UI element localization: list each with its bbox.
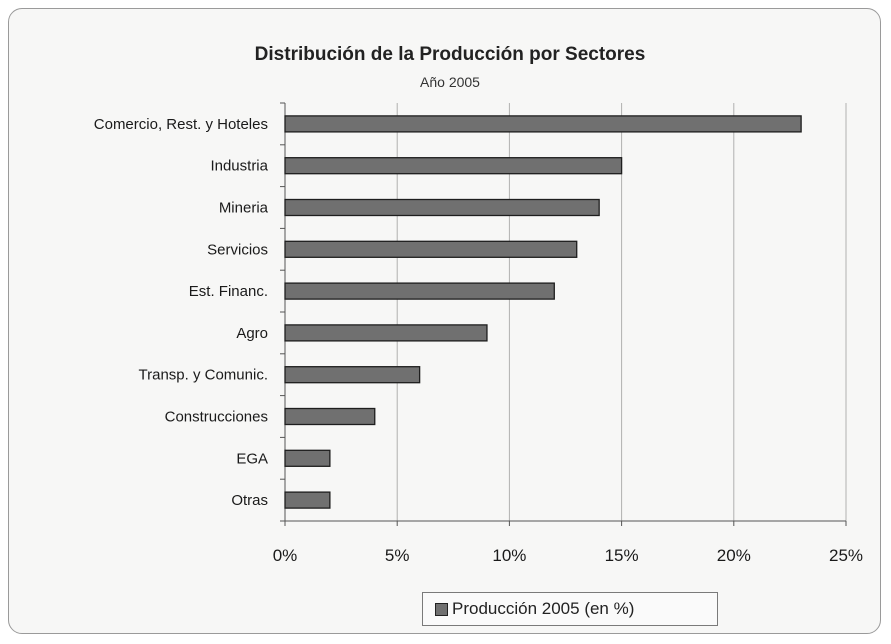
bar: [284, 366, 421, 384]
bar: [284, 240, 578, 258]
x-tick-label: 15%: [605, 546, 639, 565]
category-label: Construcciones: [165, 409, 268, 426]
x-tick-label: 10%: [492, 546, 526, 565]
category-label: Otras: [231, 492, 268, 509]
legend-swatch: [435, 602, 448, 616]
category-label: Industria: [210, 158, 268, 175]
category-label: Est. Financ.: [189, 283, 268, 300]
bar: [284, 282, 555, 300]
x-tick-label: 25%: [829, 546, 863, 565]
chart-title: Distribución de la Producción por Sector…: [254, 44, 646, 65]
category-label: Mineria: [219, 200, 269, 217]
bar: [284, 324, 488, 342]
chart-subtitle: Año 2005: [420, 74, 480, 90]
x-tick-label: 5%: [385, 546, 410, 565]
category-label: Comercio, Rest. y Hoteles: [94, 116, 268, 133]
bar: [284, 491, 331, 509]
x-tick-label: 0%: [273, 546, 298, 565]
bar: [284, 115, 802, 133]
legend-label: Producción 2005 (en %): [452, 599, 635, 618]
bar: [284, 449, 331, 467]
category-label: Transp. y Comunic.: [139, 367, 269, 384]
chart-frame: [8, 8, 881, 634]
legend: Producción 2005 (en %): [422, 592, 718, 626]
bar: [284, 157, 623, 175]
bar: [284, 407, 376, 426]
category-label: EGA: [236, 450, 268, 467]
category-label: Servicios: [207, 241, 268, 258]
category-label: Agro: [236, 325, 268, 342]
bar: [284, 198, 600, 217]
x-tick-label: 20%: [717, 546, 751, 565]
